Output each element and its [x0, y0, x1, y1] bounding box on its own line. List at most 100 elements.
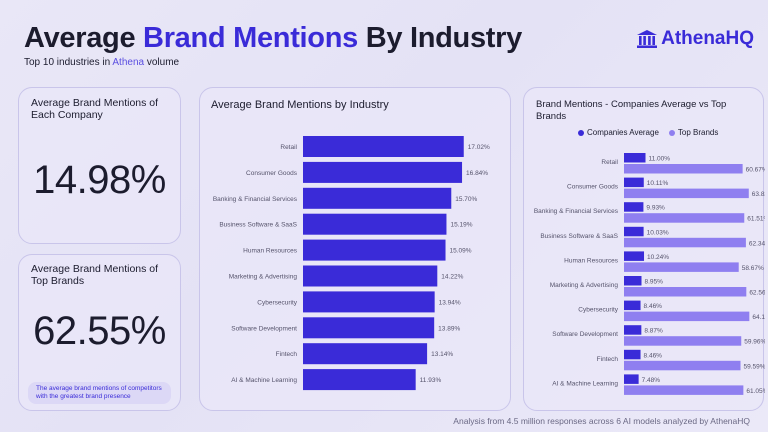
category-label-business-software-saas: Business Software & SaaS — [219, 222, 297, 229]
bar-cybersecurity — [303, 291, 435, 313]
bar-ai-machine-learning — [303, 369, 416, 391]
bar-top-brands-banking-financial-services — [624, 213, 745, 223]
value-label-cybersecurity: 13.94% — [439, 299, 461, 306]
title-part-2: By Industry — [357, 22, 523, 54]
bar-top-brands-ai-machine-learning — [624, 385, 744, 395]
stat-card-top-brands: Average Brand Mentions of Top Brands 62.… — [18, 254, 181, 411]
stat-card-title: Average Brand Mentions of Top Brands — [31, 263, 159, 287]
title-accent: Brand Mentions — [143, 22, 358, 54]
value-label-top-brands-marketing-advertising: 62.56% — [749, 290, 765, 297]
category-label-human-resources: Human Resources — [243, 248, 298, 255]
chart-title: Brand Mentions - Companies Average vs To… — [536, 99, 726, 122]
pillars-icon — [637, 30, 658, 48]
value-label-companies-average-human-resources: 10.24% — [647, 254, 669, 261]
bar-consumer-goods — [303, 161, 463, 183]
value-label-human-resources: 15.09% — [450, 248, 472, 255]
stat-note: The average brand mentions of competitor… — [28, 382, 171, 404]
header: Average Brand Mentions By Industry Top 1… — [24, 20, 522, 68]
bar-companies-average-retail — [624, 153, 646, 163]
value-label-companies-average-software-development: 8.87% — [644, 328, 663, 335]
page-title: Average Brand Mentions By Industry — [24, 20, 522, 56]
bar-companies-average-banking-financial-services — [624, 202, 644, 212]
bar-retail — [303, 136, 464, 157]
stat-value: 62.55% — [33, 309, 166, 353]
value-label-retail: 17.02% — [468, 144, 490, 151]
value-label-top-brands-software-development: 59.96% — [744, 339, 765, 346]
footer-note: Analysis from 4.5 million responses acro… — [453, 416, 750, 426]
value-label-companies-average-consumer-goods: 10.11% — [647, 180, 669, 187]
bar-companies-average-cybersecurity — [624, 300, 641, 311]
value-label-banking-financial-services: 15.70% — [455, 196, 477, 203]
category-label-cybersecurity: Cybersecurity — [578, 307, 618, 314]
category-label-consumer-goods: Consumer Goods — [246, 170, 298, 177]
value-label-companies-average-ai-machine-learning: 7.48% — [642, 377, 661, 384]
category-label-software-development: Software Development — [552, 331, 618, 338]
bar-business-software-saas — [303, 213, 447, 235]
value-label-marketing-advertising: 14.22% — [441, 274, 463, 281]
bar-top-brands-consumer-goods — [624, 188, 749, 199]
value-label-companies-average-banking-financial-services: 9.93% — [646, 205, 665, 212]
comparison-bar-chart: Brand Mentions - Companies Average vs To… — [534, 99, 765, 395]
legend-item-top-brands: Top Brands — [668, 128, 718, 137]
value-label-top-brands-ai-machine-learning: 61.05% — [746, 388, 765, 395]
category-label-fintech: Fintech — [276, 351, 298, 358]
category-label-banking-financial-services: Banking & Financial Services — [213, 196, 298, 203]
value-label-top-brands-cybersecurity: 64.10% — [752, 314, 765, 321]
bar-top-brands-retail — [624, 164, 743, 174]
legend-label: Companies Average — [587, 128, 659, 137]
value-label-top-brands-retail: 60.67% — [746, 167, 765, 174]
stat-card-company: Average Brand Mentions of Each Company 1… — [18, 87, 181, 244]
bar-human-resources — [303, 239, 446, 261]
bar-companies-average-fintech — [624, 349, 641, 360]
chart-card-comparison: Brand Mentions - Companies Average vs To… — [523, 87, 765, 411]
title-part-1: Average — [24, 22, 144, 54]
bar-companies-average-business-software-saas — [624, 226, 644, 237]
legend-swatch — [578, 129, 584, 136]
page-subtitle: Top 10 industries in Athena volume — [24, 57, 522, 68]
value-label-business-software-saas: 15.19% — [450, 222, 472, 229]
bar-top-brands-cybersecurity — [624, 311, 750, 322]
bar-companies-average-human-resources — [624, 251, 645, 261]
value-label-top-brands-consumer-goods: 63.82% — [752, 191, 765, 198]
category-label-software-development: Software Development — [231, 325, 297, 332]
category-label-business-software-saas: Business Software & SaaS — [540, 233, 618, 240]
value-label-top-brands-fintech: 59.59% — [744, 363, 765, 370]
chart-legend: Companies Average Top Brands — [578, 128, 718, 137]
value-label-companies-average-fintech: 8.46% — [644, 352, 663, 359]
chart-card-industry: Average Brand Mentions by Industry Retail… — [199, 87, 511, 411]
industry-bar-chart: Average Brand Mentions by Industry Retail… — [211, 99, 490, 391]
stat-card-title: Average Brand Mentions of Each Company — [31, 97, 159, 121]
value-label-companies-average-cybersecurity: 8.46% — [644, 303, 663, 310]
bar-software-development — [303, 317, 435, 339]
bar-top-brands-software-development — [624, 336, 742, 346]
subtitle-part-2: volume — [144, 57, 180, 68]
subtitle-part-1: Top 10 industries in — [24, 57, 113, 68]
logo-text: AthenaHQ — [661, 28, 754, 49]
category-label-human-resources: Human Resources — [564, 257, 619, 264]
category-label-banking-financial-services: Banking & Financial Services — [534, 208, 619, 215]
chart-title: Average Brand Mentions by Industry — [211, 99, 389, 111]
category-label-retail: Retail — [601, 159, 618, 166]
value-label-ai-machine-learning: 11.93% — [420, 377, 442, 384]
value-label-companies-average-business-software-saas: 10.03% — [647, 229, 669, 236]
bar-top-brands-business-software-saas — [624, 237, 746, 248]
category-label-marketing-advertising: Marketing & Advertising — [229, 274, 298, 281]
bar-fintech — [303, 343, 428, 365]
legend-item-companies-average: Companies Average — [578, 128, 659, 137]
category-label-ai-machine-learning: AI & Machine Learning — [231, 377, 297, 384]
bar-companies-average-marketing-advertising — [624, 276, 642, 286]
category-label-retail: Retail — [280, 144, 297, 151]
value-label-top-brands-banking-financial-services: 61.51% — [747, 216, 765, 223]
value-label-fintech: 13.14% — [431, 351, 453, 358]
category-label-fintech: Fintech — [597, 356, 619, 363]
value-label-top-brands-business-software-saas: 62.34% — [749, 240, 765, 247]
bar-top-brands-marketing-advertising — [624, 287, 747, 297]
category-label-consumer-goods: Consumer Goods — [567, 184, 619, 191]
category-label-ai-machine-learning: AI & Machine Learning — [552, 380, 618, 387]
bar-top-brands-fintech — [624, 360, 741, 371]
logo[interactable]: AthenaHQ — [637, 28, 754, 50]
value-label-top-brands-human-resources: 58.67% — [742, 265, 764, 272]
value-label-consumer-goods: 16.84% — [466, 170, 488, 177]
bar-marketing-advertising — [303, 265, 438, 287]
stat-value: 14.98% — [33, 158, 166, 202]
